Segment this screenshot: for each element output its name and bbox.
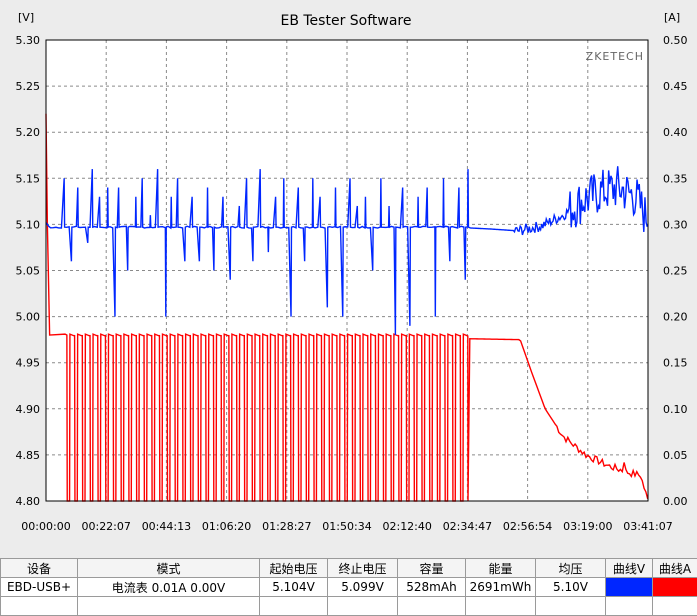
cell-mode: 电流表 0.01A 0.00V (78, 578, 260, 597)
header-curve-a[interactable]: 曲线A (653, 559, 697, 578)
chart-title: EB Tester Software (280, 13, 411, 29)
cell-device: EBD-USB+ (1, 578, 78, 597)
x-tick-label: 01:50:34 (322, 520, 371, 533)
cell-avg-voltage: 5.10V (536, 578, 606, 597)
left-tick-label: 5.25 (16, 80, 41, 93)
right-tick-label: 0.45 (663, 80, 688, 93)
right-tick-label: 0.40 (663, 126, 688, 139)
left-tick-label: 4.85 (16, 449, 41, 462)
x-axis-ticks: 00:00:00 00:22:07 00:44:13 01:06:20 01:28:27… (21, 520, 672, 533)
x-tick-label: 01:28:27 (262, 520, 311, 533)
x-tick-label: 02:56:54 (503, 520, 552, 533)
right-tick-label: 0.20 (663, 311, 688, 324)
left-tick-label: 4.90 (16, 403, 41, 416)
right-tick-label: 0.25 (663, 265, 688, 278)
header-mode: 模式 (78, 559, 260, 578)
left-tick-label: 5.00 (16, 311, 41, 324)
x-tick-label: 00:00:00 (21, 520, 70, 533)
right-axis-unit: [A] (664, 11, 680, 24)
right-tick-label: 0.00 (663, 495, 688, 508)
header-end-voltage: 终止电压 (328, 559, 398, 578)
left-axis-unit: [V] (18, 11, 34, 24)
x-tick-label: 02:12:40 (382, 520, 431, 533)
curve-a-color-swatch[interactable] (653, 578, 697, 597)
left-tick-label: 5.10 (16, 218, 41, 231)
cell-energy: 2691mWh (466, 578, 536, 597)
chart-svg: EB Tester Software [V] [A] ZKETECH 5.305… (0, 0, 697, 545)
curve-v-color-swatch[interactable] (606, 578, 653, 597)
x-tick-label: 02:34:47 (443, 520, 492, 533)
header-device: 设备 (1, 559, 78, 578)
header-curve-v[interactable]: 曲线V (606, 559, 653, 578)
right-tick-label: 0.05 (663, 449, 688, 462)
right-tick-label: 0.50 (663, 34, 688, 47)
x-tick-label: 01:06:20 (202, 520, 251, 533)
left-tick-label: 4.80 (16, 495, 41, 508)
right-axis-ticks: 0.50 0.45 0.40 0.35 0.30 0.25 0.20 0.15 0.10 0.05… (663, 34, 688, 508)
right-tick-label: 0.35 (663, 172, 688, 185)
cell-start-voltage: 5.104V (260, 578, 328, 597)
left-tick-label: 5.30 (16, 34, 41, 47)
cell-capacity: 528mAh (398, 578, 466, 597)
header-capacity: 容量 (398, 559, 466, 578)
x-tick-label: 00:44:13 (142, 520, 191, 533)
table-row[interactable]: EBD-USB+ 电流表 0.01A 0.00V 5.104V 5.099V 5… (1, 578, 697, 597)
left-tick-label: 5.20 (16, 126, 41, 139)
left-axis-ticks: 5.30 5.25 5.20 5.15 5.10 5.05 5.00 4.95 4.90 4.85… (16, 34, 41, 508)
results-table: 设备 模式 起始电压 终止电压 容量 能量 均压 曲线V 曲线A EBD-USB… (0, 558, 697, 616)
x-tick-label: 00:22:07 (81, 520, 130, 533)
plot-area: ZKETECH (46, 40, 648, 501)
right-tick-label: 0.30 (663, 218, 688, 231)
left-tick-label: 4.95 (16, 357, 41, 370)
right-tick-label: 0.10 (663, 403, 688, 416)
table-empty-row (1, 597, 697, 616)
brand-watermark: ZKETECH (586, 50, 644, 63)
left-tick-label: 5.15 (16, 172, 41, 185)
header-start-voltage: 起始电压 (260, 559, 328, 578)
left-tick-label: 5.05 (16, 265, 41, 278)
x-tick-label: 03:19:00 (563, 520, 612, 533)
right-tick-label: 0.15 (663, 357, 688, 370)
x-tick-label: 03:41:07 (623, 520, 672, 533)
header-avg-voltage: 均压 (536, 559, 606, 578)
cell-end-voltage: 5.099V (328, 578, 398, 597)
table-header-row: 设备 模式 起始电压 终止电压 容量 能量 均压 曲线V 曲线A (1, 559, 697, 578)
header-energy: 能量 (466, 559, 536, 578)
